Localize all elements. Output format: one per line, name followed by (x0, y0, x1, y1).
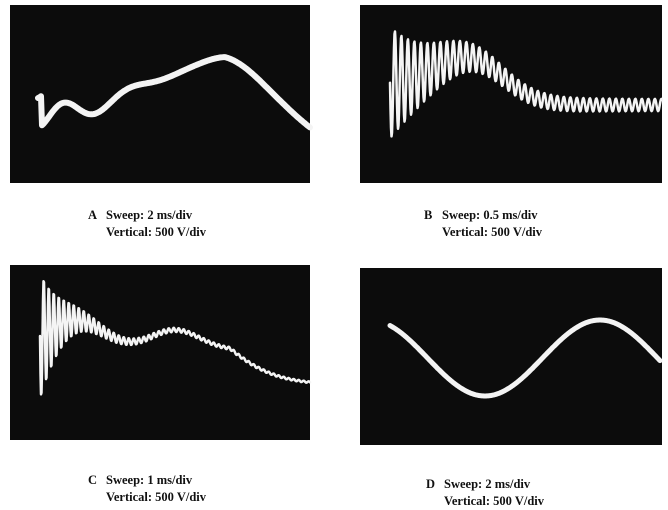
trace (35, 54, 313, 131)
panel-letter: C (88, 473, 98, 487)
trace (388, 30, 664, 138)
panel-letter: D (426, 477, 436, 491)
vertical-label: Vertical: 500 V/div (106, 225, 206, 239)
panel-letter: B (424, 208, 433, 222)
sweep-label: Sweep: 2 ms/div (106, 208, 193, 222)
sweep-label: Sweep: 2 ms/div (444, 477, 531, 491)
vertical-label: Vertical: 500 V/div (106, 490, 206, 504)
scope-screen (10, 5, 310, 183)
scope-screen (360, 268, 662, 445)
vertical-label: Vertical: 500 V/div (444, 494, 544, 508)
sweep-label: Sweep: 0.5 ms/div (442, 208, 538, 222)
vertical-label: Vertical: 500 V/div (442, 225, 542, 239)
panel-letter: A (88, 208, 98, 222)
scope-screen (10, 265, 310, 440)
trace (38, 280, 312, 396)
trace (387, 317, 663, 399)
sweep-label: Sweep: 1 ms/div (106, 473, 193, 487)
